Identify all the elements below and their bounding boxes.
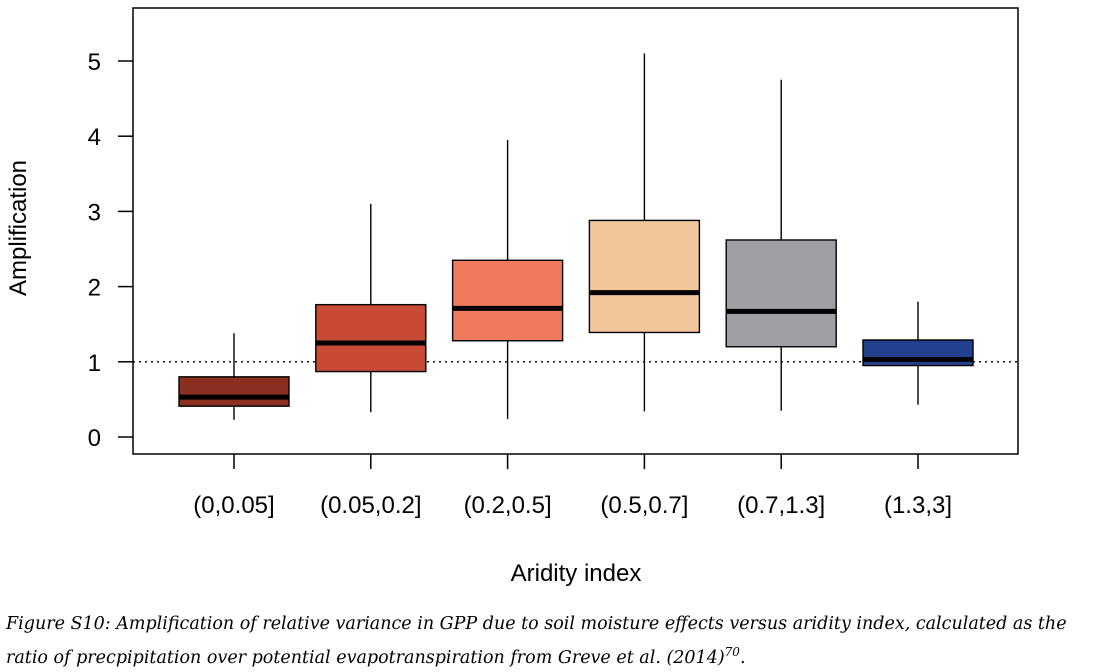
figure-caption: Figure S10: Amplification of relative va…: [6, 610, 1102, 672]
y-axis-title: Amplification: [5, 160, 32, 296]
box: [451, 259, 564, 342]
y-tick-label: 1: [88, 350, 101, 377]
caption-end: .: [739, 647, 746, 668]
box: [588, 219, 701, 334]
y-tick-label: 5: [88, 49, 101, 76]
x-tick-label: (0.5,0.7]: [600, 492, 688, 519]
x-axis-title: Aridity index: [511, 560, 642, 587]
caption-text: Figure S10: Amplification of relative va…: [6, 614, 1067, 668]
x-tick-label: (0.05,0.2]: [320, 492, 421, 519]
box: [178, 376, 290, 407]
y-tick-label: 3: [88, 199, 101, 226]
x-tick-label: (0,0.05]: [193, 492, 274, 519]
x-tick-label: (1.3,3]: [884, 492, 952, 519]
y-tick-label: 4: [88, 124, 101, 151]
boxplot-chart: 0 1 2 3 4 5 (0,0.05] (0.05,0.2] (0.2,0.5] (0.5,0.…: [5, 7, 1019, 587]
x-tick-label: (0.7,1.3]: [737, 492, 825, 519]
y-tick-label: 0: [88, 425, 101, 452]
box: [725, 239, 837, 348]
y-tick-label: 2: [88, 275, 101, 302]
x-tick-label: (0.2,0.5]: [464, 492, 552, 519]
plot-area: 0 1 2 3 4 5 (0,0.05] (0.05,0.2] (0.2,0.5] (0.5,0.…: [88, 7, 1019, 519]
caption-superscript: 70: [724, 645, 740, 659]
box: [315, 303, 427, 373]
plot-frame: [132, 7, 1019, 455]
